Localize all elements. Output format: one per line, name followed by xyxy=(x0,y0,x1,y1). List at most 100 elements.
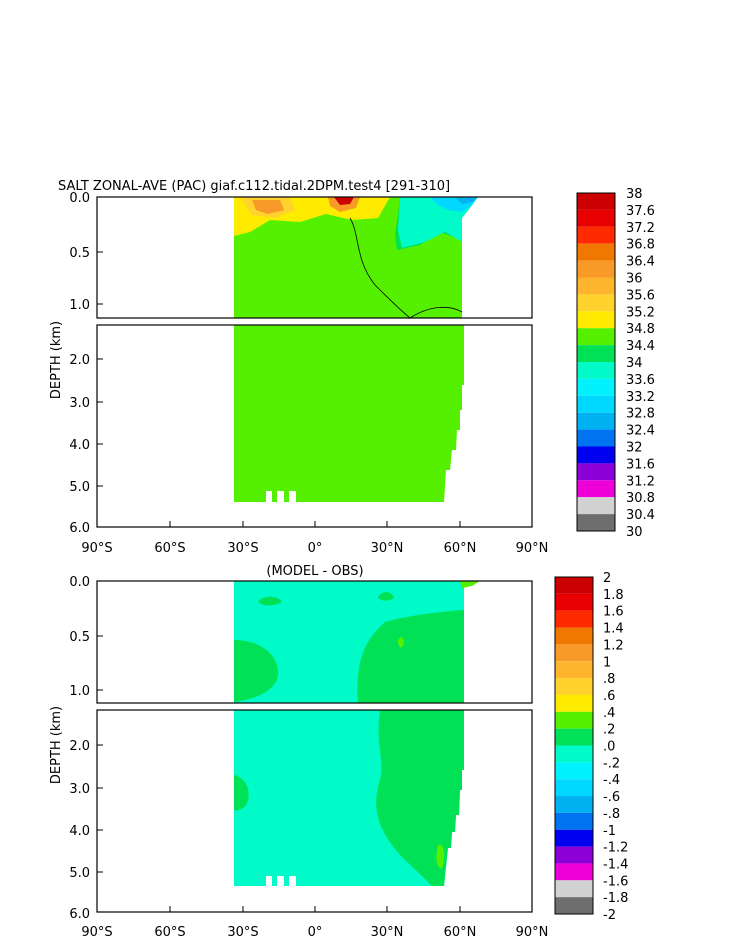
colorbar-swatch xyxy=(555,863,593,881)
plot2-upper-panel xyxy=(96,580,533,704)
plot1-upper-panel xyxy=(96,196,533,319)
colorbar-swatch xyxy=(577,497,615,515)
colorbar-level-label: 31.2 xyxy=(626,474,655,489)
colorbar-level-label: -.8 xyxy=(603,807,620,822)
y-tick-label: 0.0 xyxy=(69,191,90,206)
x-tick-label: 90°S xyxy=(81,541,112,556)
colorbar-level-label: 34.8 xyxy=(626,322,655,337)
field-0.2-0.4-deep xyxy=(436,844,445,869)
colorbar-swatch xyxy=(577,412,615,430)
field-0-0.2-west xyxy=(234,640,279,702)
plot2-lower-panel xyxy=(96,709,533,913)
colorbar-swatch xyxy=(555,897,593,914)
colorbar-level-label: 32 xyxy=(626,441,643,456)
plot1-x-axis: 90°S 60°S 30°S 0° 30°N 60°N 90°N xyxy=(81,521,548,556)
colorbar-swatch xyxy=(577,193,615,210)
x-tick-label: 60°N xyxy=(444,925,477,940)
x-tick-label: 30°S xyxy=(227,541,258,556)
y-tick-label: 0.0 xyxy=(69,575,90,590)
colorbar-swatch xyxy=(555,661,593,679)
colorbar-swatch xyxy=(555,812,593,830)
y-tick-label: 6.0 xyxy=(69,521,90,536)
colorbar-level-label: 1 xyxy=(603,655,611,670)
plot2-title: (MODEL - OBS) xyxy=(266,564,363,579)
colorbar-level-label: -1.6 xyxy=(603,874,628,889)
y-tick-label: 3.0 xyxy=(69,396,90,411)
colorbar-level-label: 1.2 xyxy=(603,638,624,653)
colorbar-level-label: 31.6 xyxy=(626,457,655,472)
y-tick-label: 6.0 xyxy=(69,907,90,922)
plot1-upper-field xyxy=(234,197,478,319)
x-tick-label: 30°S xyxy=(227,925,258,940)
colorbar-level-label: 30.8 xyxy=(626,491,655,506)
colorbar-swatch xyxy=(555,694,593,712)
field-0.2-0.4 xyxy=(460,581,480,588)
colorbar-level-label: 32.4 xyxy=(626,424,655,439)
colorbar-level-label: 34.4 xyxy=(626,339,655,354)
x-tick-label: 0° xyxy=(308,925,323,940)
colorbar-level-label: 36.4 xyxy=(626,255,655,270)
x-tick-label: 90°N xyxy=(516,925,549,940)
colorbar-level-label: -.4 xyxy=(603,773,620,788)
y-axis-label: DEPTH (km) xyxy=(49,706,64,784)
plot1-upper-frame xyxy=(96,196,533,319)
plot1-y-axis: 0.0 0.5 1.0 2.0 3.0 4.0 5.0 6.0 DEPTH (k… xyxy=(49,191,103,536)
x-tick-label: 60°S xyxy=(154,925,185,940)
colorbar-level-label: -1 xyxy=(603,824,616,839)
colorbar-level-label: 34 xyxy=(626,356,643,371)
colorbar-swatch xyxy=(555,728,593,746)
colorbar-swatch xyxy=(577,378,615,396)
colorbar-frame xyxy=(576,192,616,532)
salt-zonal-average-plot: SALT ZONAL-AVE (PAC) giaf.c112.tidal.2DP… xyxy=(49,179,655,556)
colorbar-swatch xyxy=(577,345,615,362)
colorbar-level-label: 1.6 xyxy=(603,605,624,620)
colorbar-level-label: -1.2 xyxy=(603,841,628,856)
plot1-lower-panel xyxy=(96,324,533,528)
colorbar-swatch xyxy=(555,577,593,594)
colorbar-frame xyxy=(554,576,594,915)
colorbar-swatch xyxy=(577,226,615,244)
y-axis-label: DEPTH (km) xyxy=(49,321,64,399)
colorbar-level-label: -2 xyxy=(603,908,616,923)
colorbar-swatch xyxy=(555,627,593,645)
colorbar-level-label: -.2 xyxy=(603,756,620,771)
colorbar-level-label: -1.4 xyxy=(603,857,628,872)
colorbar-swatch xyxy=(577,209,615,227)
colorbar-swatch xyxy=(555,779,593,797)
colorbar-swatch xyxy=(577,362,615,379)
y-tick-label: 3.0 xyxy=(69,782,90,797)
x-tick-label: 60°S xyxy=(154,541,185,556)
colorbar-level-label: -.6 xyxy=(603,790,620,805)
colorbar-level-label: 33.6 xyxy=(626,373,655,388)
x-tick-label: 60°N xyxy=(444,541,477,556)
colorbar-swatch xyxy=(577,260,615,278)
y-tick-label: 0.5 xyxy=(69,246,90,261)
colorbar-swatch xyxy=(577,514,615,531)
colorbar-swatch xyxy=(555,762,593,780)
colorbar-swatch xyxy=(555,829,593,847)
colorbar-level-label: .4 xyxy=(603,706,615,721)
colorbar-swatch xyxy=(577,429,615,447)
y-tick-label: 1.0 xyxy=(69,298,90,313)
colorbar-swatch xyxy=(577,243,615,261)
colorbar-swatch xyxy=(577,446,615,464)
colorbar-level-label: 30.4 xyxy=(626,508,655,523)
colorbar-swatch xyxy=(577,480,615,498)
x-tick-label: 90°S xyxy=(81,925,112,940)
colorbar-level-label: 32.8 xyxy=(626,407,655,422)
plot2-upper-frame xyxy=(96,580,533,704)
colorbar-level-label: 37.2 xyxy=(626,221,655,236)
field-0-0.2-patch2 xyxy=(378,592,394,601)
colorbar-swatch xyxy=(555,644,593,662)
field-32.8-33.2 xyxy=(455,197,478,204)
colorbar-level-label: 37.6 xyxy=(626,204,655,219)
plot1-lower-field xyxy=(234,325,464,502)
colorbar-swatch xyxy=(555,796,593,813)
colorbar-level-label: 35.6 xyxy=(626,288,655,303)
colorbar-level-label: .2 xyxy=(603,723,615,738)
colorbar-swatch xyxy=(577,294,615,312)
colorbar-swatch xyxy=(577,277,615,295)
colorbar-swatch xyxy=(555,711,593,729)
colorbar-swatch xyxy=(555,610,593,628)
